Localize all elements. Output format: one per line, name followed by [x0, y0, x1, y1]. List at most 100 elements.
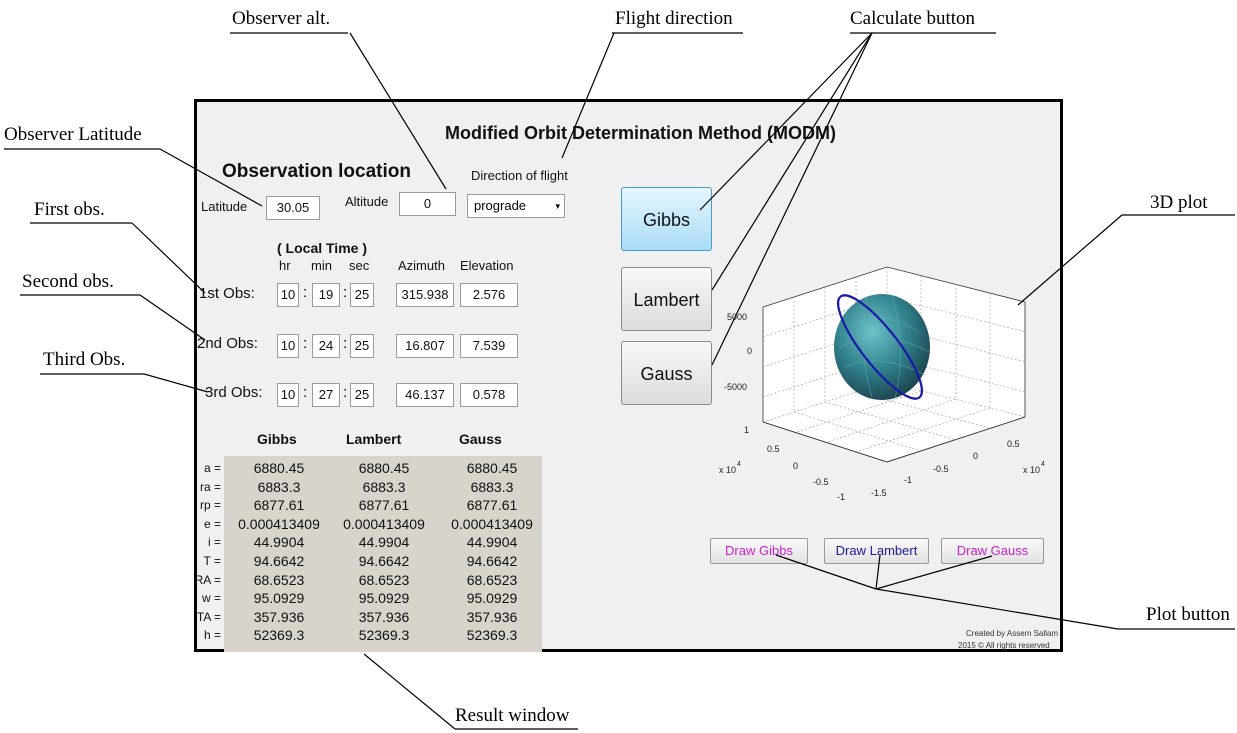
- annotation-observer-alt: Observer alt.: [232, 8, 331, 29]
- results-cell: 357.936: [358, 608, 410, 625]
- results-cell: 6883.3: [257, 478, 301, 495]
- orbit-3d-plot[interactable]: 5000 0 -5000 1 0.5 0 -0.5 -1 0.5 0 -0.5 …: [707, 247, 1057, 527]
- results-row-label: TA =: [196, 609, 221, 624]
- min-label: min: [311, 258, 332, 273]
- latitude-input[interactable]: 30.05: [266, 196, 320, 220]
- right-axis-tick: -1: [904, 475, 912, 485]
- obs-hr-input[interactable]: 10: [277, 383, 299, 407]
- altitude-input[interactable]: 0: [399, 192, 456, 216]
- results-cell: 44.9904: [358, 534, 410, 551]
- results-cell: 94.6642: [253, 553, 305, 569]
- results-header-gauss: Gauss: [459, 431, 502, 447]
- annotation-third-obs: Third Obs.: [43, 349, 126, 370]
- annotation-flight-direction: Flight direction: [615, 8, 733, 29]
- obs-row-label: 1st Obs:: [199, 285, 255, 302]
- direction-value: prograde: [474, 198, 527, 213]
- results-row-label: RA =: [194, 572, 221, 587]
- colon: :: [343, 384, 348, 401]
- results-cell: 6883.3: [470, 478, 514, 495]
- chevron-down-icon: ▾: [555, 201, 560, 211]
- obs-azimuth-input[interactable]: 315.938: [396, 283, 454, 307]
- results-row-label: rp =: [199, 498, 221, 513]
- z-tick-label: 5000: [727, 312, 747, 322]
- results-cell: 94.6642: [358, 553, 410, 569]
- obs-hr-input[interactable]: 10: [277, 334, 299, 358]
- latitude-label: Latitude: [201, 199, 248, 214]
- obs-min-input[interactable]: 24: [312, 334, 340, 358]
- obs-hr-input[interactable]: 10: [277, 283, 299, 307]
- obs-elevation-input[interactable]: 2.576: [460, 283, 518, 307]
- results-cell: 95.0929: [358, 590, 410, 607]
- right-axis-tick: 0.5: [1007, 439, 1020, 449]
- hr-label: hr: [279, 258, 291, 273]
- obs-azimuth-input[interactable]: 46.137: [396, 383, 454, 407]
- z-tick-label: 0: [747, 346, 752, 356]
- results-header-lambert: Lambert: [346, 431, 402, 447]
- results-cell: 6877.61: [253, 497, 305, 514]
- lambert-button[interactable]: Lambert: [621, 267, 712, 331]
- obs-row-label: 3rd Obs:: [205, 384, 263, 401]
- colon: :: [303, 335, 308, 352]
- left-axis-exponent-power: 4: [737, 461, 741, 468]
- left-axis-tick: 1: [744, 425, 749, 435]
- results-cell: 6880.45: [253, 460, 305, 476]
- results-cell: 44.9904: [253, 534, 305, 551]
- colon: :: [303, 384, 308, 401]
- draw-gauss-button[interactable]: Draw Gauss: [941, 538, 1044, 564]
- results-row-label: e =: [203, 516, 221, 531]
- right-axis-exponent: x 10: [1023, 465, 1040, 475]
- direction-label: Direction of flight: [471, 168, 568, 183]
- local-time-label: ( Local Time ): [277, 240, 367, 256]
- results-cell: 6883.3: [362, 478, 406, 495]
- results-cell: 95.0929: [466, 590, 518, 607]
- right-axis-tick: -0.5: [933, 464, 949, 474]
- earth-globe: [834, 294, 930, 400]
- left-axis-tick: -1: [837, 492, 845, 502]
- results-cell: 68.6523: [466, 571, 518, 588]
- sec-label: sec: [349, 258, 370, 273]
- results-row-label: w =: [201, 591, 221, 606]
- gibbs-button[interactable]: Gibbs: [621, 187, 712, 251]
- results-cell: 6877.61: [466, 497, 518, 514]
- colon: :: [303, 284, 308, 301]
- results-cell: 95.0929: [253, 590, 305, 607]
- results-cell: 357.936: [253, 608, 305, 625]
- right-axis-exponent-power: 4: [1041, 461, 1045, 468]
- annotation-plot-button: Plot button: [1146, 604, 1230, 625]
- obs-elevation-input[interactable]: 7.539: [460, 334, 518, 358]
- z-tick-label: -5000: [724, 382, 747, 392]
- obs-sec-input[interactable]: 25: [350, 383, 374, 407]
- direction-select[interactable]: prograde ▾: [467, 194, 565, 218]
- results-cell: 6877.61: [358, 497, 410, 514]
- section-title: Observation location: [222, 161, 411, 182]
- right-axis-tick: -1.5: [871, 488, 887, 498]
- gauss-button[interactable]: Gauss: [621, 341, 712, 405]
- obs-azimuth-input[interactable]: 16.807: [396, 334, 454, 358]
- app-title: Modified Orbit Determination Method (MOD…: [445, 123, 836, 143]
- draw-lambert-button[interactable]: Draw Lambert: [824, 538, 929, 564]
- results-row-label: T =: [203, 554, 221, 568]
- annotation-result-window: Result window: [455, 705, 570, 726]
- obs-elevation-input[interactable]: 0.578: [460, 383, 518, 407]
- annotation-first-obs: First obs.: [34, 199, 105, 220]
- obs-min-input[interactable]: 27: [312, 383, 340, 407]
- left-axis-tick: -0.5: [813, 477, 829, 487]
- annotation-second-obs: Second obs.: [22, 271, 114, 292]
- results-cell: 52369.3: [253, 627, 305, 644]
- draw-gibbs-button[interactable]: Draw Gibbs: [710, 538, 808, 564]
- obs-sec-input[interactable]: 25: [350, 334, 374, 358]
- obs-row-label: 2nd Obs:: [197, 335, 258, 352]
- results-cell: 44.9904: [466, 534, 518, 551]
- colon: :: [343, 284, 348, 301]
- results-row-label: ra =: [199, 479, 221, 494]
- left-axis-exponent: x 10: [719, 465, 736, 475]
- obs-min-input[interactable]: 19: [312, 283, 340, 307]
- results-panel: 6880.45 6880.45 6880.45 6883.3 6883.3 6883.3 6…: [224, 456, 542, 652]
- obs-sec-input[interactable]: 25: [350, 283, 374, 307]
- annotation-calculate-button: Calculate button: [850, 8, 976, 29]
- altitude-label: Altitude: [345, 194, 389, 209]
- results-cell: 357.936: [466, 608, 518, 625]
- results-cell: 6880.45: [358, 460, 410, 476]
- results-cell: 68.6523: [358, 571, 410, 588]
- results-cell: 0.000413409: [238, 515, 320, 532]
